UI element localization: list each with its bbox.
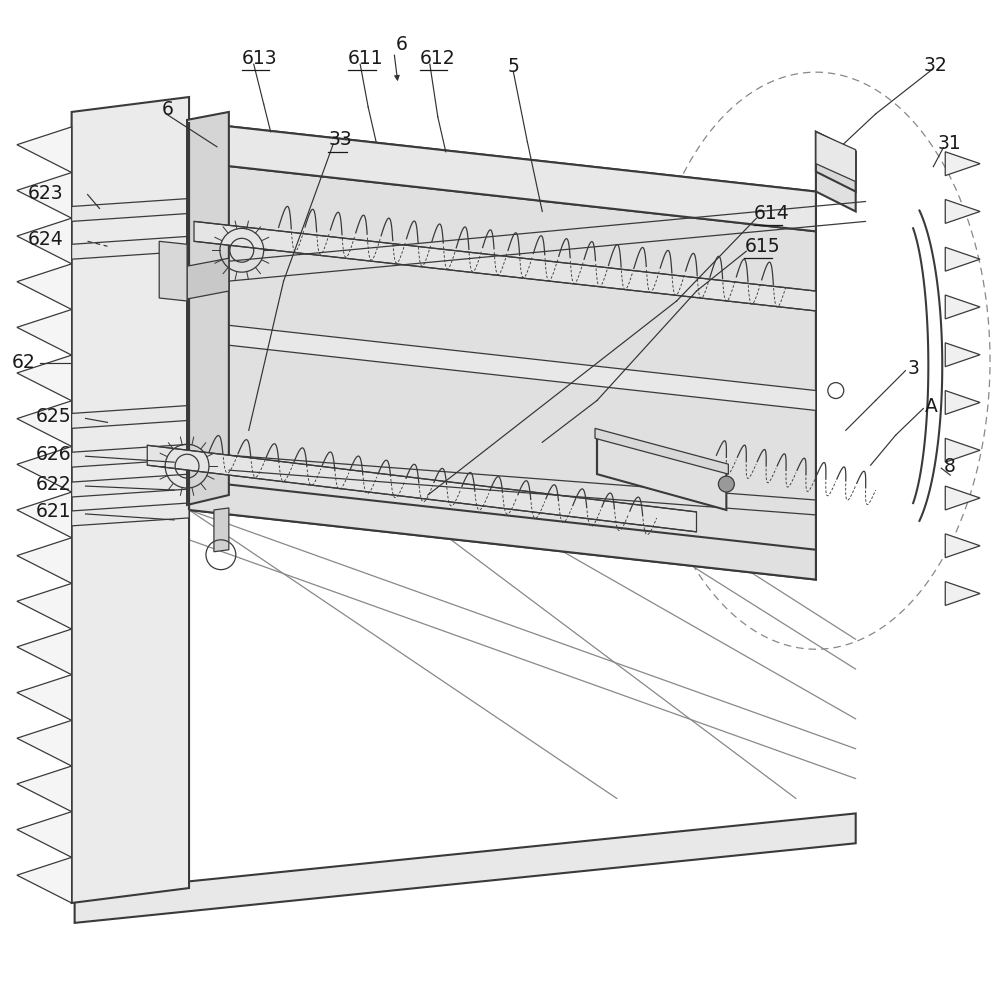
Polygon shape [72,444,189,467]
Text: 614: 614 [753,204,789,223]
Polygon shape [159,241,187,301]
Polygon shape [214,508,229,552]
Text: 612: 612 [419,49,455,68]
Polygon shape [944,200,979,223]
Polygon shape [594,428,728,474]
Polygon shape [17,218,72,264]
Polygon shape [17,127,72,173]
Text: 615: 615 [744,237,779,256]
Text: 62: 62 [12,353,36,372]
Polygon shape [72,405,189,428]
Text: 622: 622 [36,475,72,494]
Polygon shape [17,583,72,629]
Polygon shape [189,122,815,550]
Polygon shape [944,486,979,510]
Polygon shape [596,430,726,510]
Text: 8: 8 [942,457,954,476]
Polygon shape [17,675,72,720]
Polygon shape [17,766,72,812]
Polygon shape [944,534,979,558]
Polygon shape [815,132,855,182]
Text: 5: 5 [507,57,519,76]
Polygon shape [17,857,72,903]
Polygon shape [944,295,979,319]
Polygon shape [17,446,72,492]
Polygon shape [189,162,815,580]
Text: 6: 6 [396,35,408,54]
Polygon shape [17,538,72,583]
Polygon shape [72,236,189,259]
Text: 625: 625 [36,407,72,426]
Polygon shape [17,720,72,766]
Text: 626: 626 [36,445,72,464]
Text: 6: 6 [162,100,174,119]
Polygon shape [944,152,979,176]
Polygon shape [17,173,72,218]
Text: 624: 624 [28,230,64,249]
Polygon shape [944,582,979,605]
Polygon shape [17,355,72,401]
Polygon shape [17,264,72,309]
Polygon shape [194,221,815,311]
Text: 611: 611 [348,49,384,68]
Text: 623: 623 [28,184,64,203]
Text: 613: 613 [242,49,277,68]
Polygon shape [17,629,72,675]
Text: A: A [924,397,937,416]
Text: 32: 32 [922,56,946,75]
Text: 33: 33 [328,130,352,149]
Polygon shape [72,474,189,497]
Polygon shape [944,391,979,414]
Polygon shape [189,321,815,410]
Polygon shape [189,480,815,580]
Polygon shape [17,492,72,538]
Polygon shape [75,813,855,923]
Polygon shape [147,445,696,532]
Polygon shape [72,97,189,903]
Polygon shape [72,503,189,526]
Polygon shape [815,132,855,211]
Polygon shape [189,122,815,231]
Circle shape [718,476,734,492]
Polygon shape [17,309,72,355]
Polygon shape [944,247,979,271]
Polygon shape [72,199,189,221]
Polygon shape [17,812,72,857]
Polygon shape [17,401,72,446]
Polygon shape [815,132,855,192]
Polygon shape [187,258,229,299]
Text: 621: 621 [36,502,72,521]
Text: 31: 31 [936,134,960,153]
Polygon shape [944,343,979,367]
Polygon shape [944,438,979,462]
Polygon shape [187,112,229,505]
Text: 3: 3 [907,359,918,378]
